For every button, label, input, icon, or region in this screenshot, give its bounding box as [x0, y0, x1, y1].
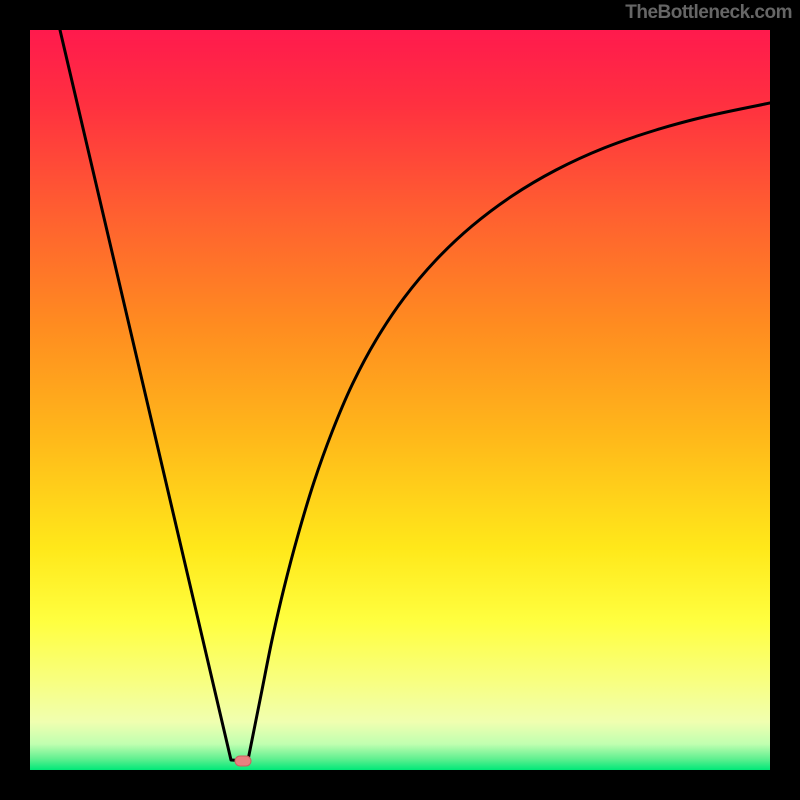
plot-area	[30, 30, 770, 770]
gradient-background	[30, 30, 770, 770]
chart-svg	[30, 30, 770, 770]
watermark-text: TheBottleneck.com	[625, 2, 792, 24]
chart-container: TheBottleneck.com	[0, 0, 800, 800]
trough-marker	[235, 756, 251, 766]
